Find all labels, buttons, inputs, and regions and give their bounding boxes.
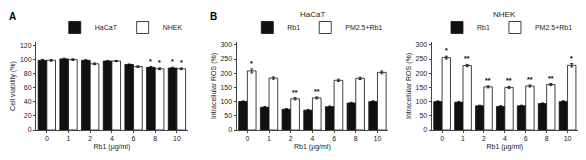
svg-text:PM2.5+Rb1: PM2.5+Rb1 bbox=[345, 24, 382, 31]
svg-text:*: * bbox=[445, 47, 448, 54]
svg-text:4: 4 bbox=[110, 135, 114, 142]
svg-text:HaCaT: HaCaT bbox=[300, 10, 325, 19]
svg-text:**: ** bbox=[314, 88, 320, 95]
svg-text:200: 200 bbox=[416, 70, 428, 77]
svg-text:2: 2 bbox=[289, 135, 293, 142]
svg-text:250: 250 bbox=[220, 55, 232, 62]
svg-text:Rb1: Rb1 bbox=[477, 24, 490, 31]
svg-text:8: 8 bbox=[354, 135, 358, 142]
svg-text:*: * bbox=[250, 60, 253, 67]
svg-text:**: ** bbox=[464, 55, 470, 62]
svg-text:NHEK: NHEK bbox=[163, 24, 183, 31]
svg-text:1: 1 bbox=[267, 135, 271, 142]
svg-text:2: 2 bbox=[88, 135, 92, 142]
svg-text:*: * bbox=[180, 59, 183, 66]
svg-text:250: 250 bbox=[416, 55, 428, 62]
svg-text:1: 1 bbox=[67, 135, 71, 142]
svg-text:150: 150 bbox=[416, 84, 428, 91]
svg-text:HaCaT: HaCaT bbox=[95, 24, 118, 31]
svg-text:120: 120 bbox=[20, 42, 32, 49]
svg-text:*: * bbox=[570, 55, 573, 62]
svg-text:4: 4 bbox=[503, 135, 507, 142]
svg-text:8: 8 bbox=[153, 135, 157, 142]
svg-text:0: 0 bbox=[28, 126, 32, 133]
svg-text:**: ** bbox=[506, 77, 512, 84]
svg-text:40: 40 bbox=[24, 98, 32, 105]
svg-text:6: 6 bbox=[524, 135, 528, 142]
svg-text:B: B bbox=[210, 11, 217, 22]
svg-text:*: * bbox=[149, 58, 152, 65]
svg-text:Rb1 (μg/ml): Rb1 (μg/ml) bbox=[486, 143, 523, 151]
svg-text:Rb1 (μg/ml): Rb1 (μg/ml) bbox=[94, 143, 131, 151]
svg-text:300: 300 bbox=[416, 41, 428, 48]
svg-text:0: 0 bbox=[423, 126, 427, 133]
svg-text:**: ** bbox=[292, 89, 298, 96]
svg-text:0: 0 bbox=[245, 135, 249, 142]
svg-text:300: 300 bbox=[220, 41, 232, 48]
svg-text:2: 2 bbox=[482, 135, 486, 142]
svg-text:10: 10 bbox=[374, 135, 382, 142]
svg-text:**: ** bbox=[527, 76, 533, 83]
svg-text:Intracellular ROS (%): Intracellular ROS (%) bbox=[210, 53, 218, 119]
svg-text:100: 100 bbox=[416, 98, 428, 105]
svg-text:6: 6 bbox=[332, 135, 336, 142]
svg-text:100: 100 bbox=[220, 98, 232, 105]
svg-text:Rb1: Rb1 bbox=[287, 24, 300, 31]
svg-text:**: ** bbox=[485, 77, 491, 84]
svg-text:200: 200 bbox=[220, 70, 232, 77]
svg-text:20: 20 bbox=[24, 112, 32, 119]
svg-text:**: ** bbox=[548, 75, 554, 82]
svg-text:Rb1 (μg/ml): Rb1 (μg/ml) bbox=[294, 143, 331, 151]
svg-text:NHEK: NHEK bbox=[493, 10, 516, 19]
svg-text:10: 10 bbox=[564, 135, 572, 142]
svg-text:4: 4 bbox=[310, 135, 314, 142]
svg-text:100: 100 bbox=[20, 56, 32, 63]
svg-text:60: 60 bbox=[24, 84, 32, 91]
svg-text:0: 0 bbox=[228, 126, 232, 133]
svg-text:6: 6 bbox=[132, 135, 136, 142]
svg-text:*: * bbox=[171, 58, 174, 65]
svg-text:50: 50 bbox=[224, 112, 232, 119]
svg-text:150: 150 bbox=[220, 84, 232, 91]
svg-text:1: 1 bbox=[461, 135, 465, 142]
svg-text:A: A bbox=[9, 11, 16, 22]
svg-text:10: 10 bbox=[173, 135, 181, 142]
svg-text:*: * bbox=[158, 59, 161, 66]
svg-text:Cell viability (%): Cell viability (%) bbox=[9, 61, 17, 111]
svg-text:50: 50 bbox=[419, 112, 427, 119]
svg-text:8: 8 bbox=[545, 135, 549, 142]
svg-text:PM2.5+Rb1: PM2.5+Rb1 bbox=[535, 24, 572, 31]
svg-text:Intracellular ROS (%): Intracellular ROS (%) bbox=[405, 53, 413, 119]
svg-text:80: 80 bbox=[24, 70, 32, 77]
svg-text:0: 0 bbox=[440, 135, 444, 142]
svg-text:0: 0 bbox=[45, 135, 49, 142]
